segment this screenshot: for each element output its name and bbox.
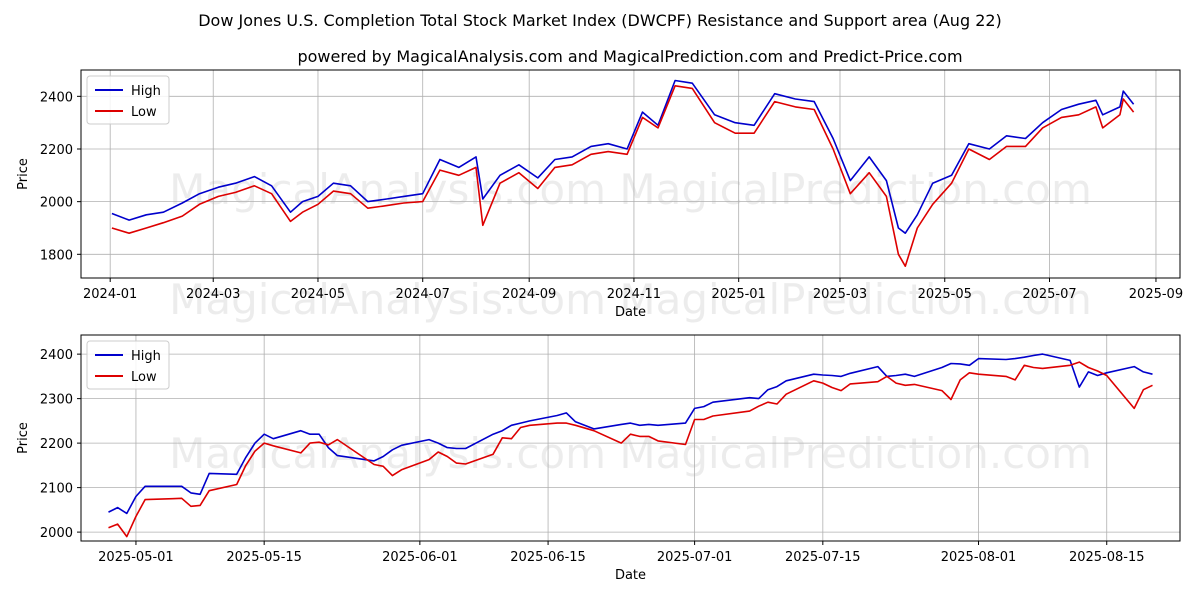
legend-label-low: Low xyxy=(131,370,157,385)
series-line-high xyxy=(108,353,1153,515)
x-tick-label: 2024-07 xyxy=(396,287,450,302)
watermark: MagicalAnalysis.com MagicalPrediction.co… xyxy=(169,275,1092,324)
plot-frame xyxy=(80,334,1181,542)
x-tick-label: 2025-06-01 xyxy=(382,550,458,565)
plot-frame xyxy=(80,69,1181,279)
x-tick-label: 2025-07 xyxy=(1022,287,1076,302)
y-tick-label: 2000 xyxy=(40,196,73,211)
y-tick-label: 1800 xyxy=(40,248,73,263)
watermark: MagicalAnalysis.com MagicalPrediction.co… xyxy=(169,165,1092,214)
bottom-panel: MagicalAnalysis.com MagicalPrediction.co… xyxy=(16,334,1181,583)
y-axis-label: Price xyxy=(16,158,31,190)
x-tick-label: 2025-05-15 xyxy=(226,550,302,565)
x-tick-label: 2025-07-01 xyxy=(657,550,733,565)
x-tick-label: 2025-09 xyxy=(1129,287,1183,302)
x-tick-label: 2024-11 xyxy=(607,287,661,302)
x-tick-label: 2025-01 xyxy=(712,287,766,302)
x-tick-label: 2024-01 xyxy=(83,287,137,302)
x-axis-label: Date xyxy=(615,568,646,583)
y-tick-label: 2200 xyxy=(40,437,73,452)
x-tick-label: 2024-09 xyxy=(502,287,556,302)
y-tick-label: 2400 xyxy=(40,90,73,105)
chart-title: Dow Jones U.S. Completion Total Stock Ma… xyxy=(198,11,1002,30)
watermark: MagicalAnalysis.com MagicalPrediction.co… xyxy=(169,429,1092,478)
x-tick-label: 2025-08-01 xyxy=(941,550,1017,565)
series-line-high xyxy=(111,79,1135,234)
x-tick-label: 2025-07-15 xyxy=(785,550,861,565)
x-tick-label: 2025-06-15 xyxy=(510,550,586,565)
x-tick-label: 2025-05-01 xyxy=(98,550,174,565)
series-line-low xyxy=(111,85,1135,268)
y-tick-label: 2400 xyxy=(40,348,73,363)
y-tick-label: 2300 xyxy=(40,393,73,408)
legend-label-low: Low xyxy=(131,105,157,120)
x-tick-label: 2025-05 xyxy=(918,287,972,302)
top-panel: MagicalAnalysis.com MagicalPrediction.co… xyxy=(16,69,1183,324)
legend-label-high: High xyxy=(131,84,161,99)
chart-subtitle: powered by MagicalAnalysis.com and Magic… xyxy=(297,47,962,66)
x-tick-label: 2024-05 xyxy=(291,287,345,302)
y-tick-label: 2100 xyxy=(40,482,73,497)
x-tick-label: 2025-08-15 xyxy=(1069,550,1145,565)
series-line-low xyxy=(108,361,1153,538)
legend-label-high: High xyxy=(131,349,161,364)
x-tick-label: 2025-03 xyxy=(813,287,867,302)
y-tick-label: 2000 xyxy=(40,526,73,541)
x-axis-label: Date xyxy=(615,305,646,320)
x-tick-label: 2024-03 xyxy=(186,287,240,302)
y-axis-label: Price xyxy=(16,422,31,454)
y-tick-label: 2200 xyxy=(40,143,73,158)
